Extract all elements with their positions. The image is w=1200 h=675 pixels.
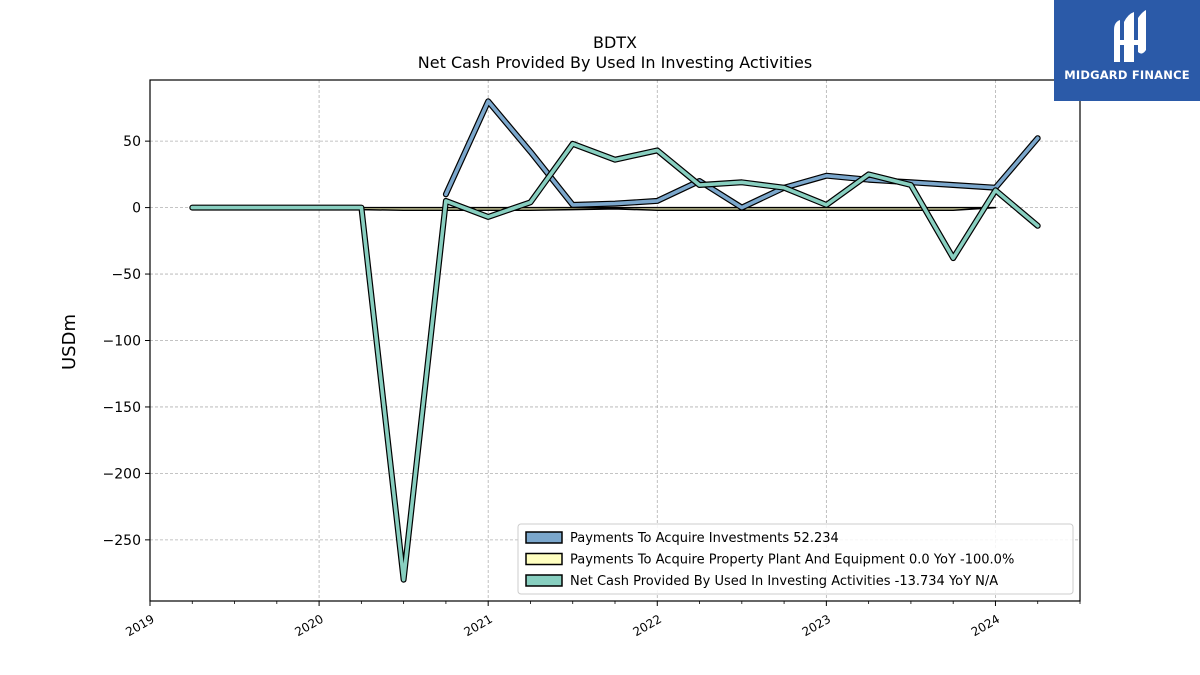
legend-label: Payments To Acquire Property Plant And E…: [570, 553, 1014, 568]
series-line-investments: [444, 99, 1040, 210]
series-layer: [189, 98, 1041, 583]
y-tick-label: −50: [111, 267, 141, 283]
legend-label: Payments To Acquire Investments 52.234: [570, 531, 839, 546]
y-tick-label: −100: [103, 334, 141, 350]
y-tick-label: 50: [123, 134, 141, 150]
y-tick-label: −250: [103, 533, 141, 549]
mf-monogram-icon: [1114, 10, 1146, 62]
x-tick-label: 2019: [123, 612, 156, 639]
brand-logo: MIDGARD FINANCE: [1054, 0, 1200, 101]
x-tick-label: 2024: [969, 612, 1002, 639]
legend-box: [517, 523, 1074, 595]
x-tick-label: 2023: [800, 612, 833, 639]
logo-text: MIDGARD FINANCE: [1064, 68, 1190, 82]
chart-subtitle: Net Cash Provided By Used In Investing A…: [418, 53, 812, 72]
y-tick-label: −200: [103, 466, 141, 482]
legend-swatch: [525, 552, 563, 566]
y-tick-label: −150: [103, 400, 141, 416]
series-line-net-cash: [190, 142, 1040, 582]
legend-swatch: [525, 574, 563, 587]
legend: Payments To Acquire Investments 52.234 Pa…: [517, 523, 1074, 595]
y-tick-label: 0: [132, 201, 141, 217]
legend-label: Net Cash Provided By Used In Investing A…: [570, 574, 998, 589]
x-tick-label: 2022: [631, 612, 664, 639]
y-axis-label: USDm: [59, 314, 80, 370]
chart-title: BDTX: [593, 33, 637, 52]
x-tick-label: 2020: [292, 612, 325, 639]
x-tick-label: 2021: [461, 612, 494, 639]
legend-swatch: [525, 531, 563, 544]
